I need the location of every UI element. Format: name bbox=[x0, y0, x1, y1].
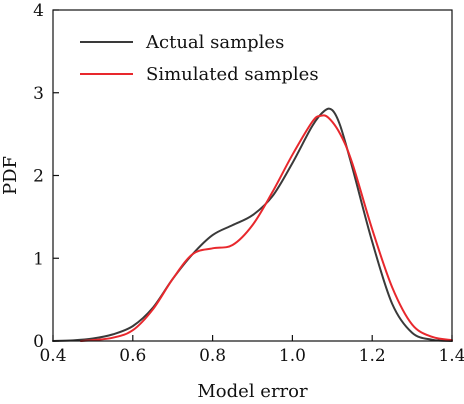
x-tick-label-4: 1.2 bbox=[359, 346, 386, 366]
x-tick-label-2: 0.8 bbox=[199, 346, 226, 366]
series-line-2 bbox=[79, 114, 453, 342]
y-tick-label-4: 4 bbox=[33, 1, 44, 21]
x-tick-label-1: 0.6 bbox=[119, 346, 146, 366]
y-tick-label-0: 0 bbox=[33, 332, 44, 352]
legend-label-1: Actual samples bbox=[145, 32, 284, 53]
x-axis-label: Model error bbox=[197, 381, 308, 402]
legend: Actual samples Simulated samples bbox=[80, 32, 319, 85]
y-tick-label-2: 2 bbox=[33, 167, 44, 187]
plot-frame bbox=[52, 9, 453, 342]
x-tick-label-0: 0.4 bbox=[39, 346, 66, 366]
x-tick-label-5: 1.4 bbox=[438, 346, 464, 366]
axes: 0.4 0.6 0.8 1.0 1.2 1.4 0 1 2 3 4 bbox=[33, 1, 464, 366]
y-axis-label: PDF bbox=[0, 156, 21, 195]
plot-area bbox=[52, 107, 453, 342]
x-tick-label-3: 1.0 bbox=[279, 346, 306, 366]
series-line-1 bbox=[52, 107, 453, 342]
y-tick-label-1: 1 bbox=[33, 249, 44, 269]
y-tick-label-3: 3 bbox=[33, 84, 44, 104]
legend-label-2: Simulated samples bbox=[146, 64, 319, 85]
